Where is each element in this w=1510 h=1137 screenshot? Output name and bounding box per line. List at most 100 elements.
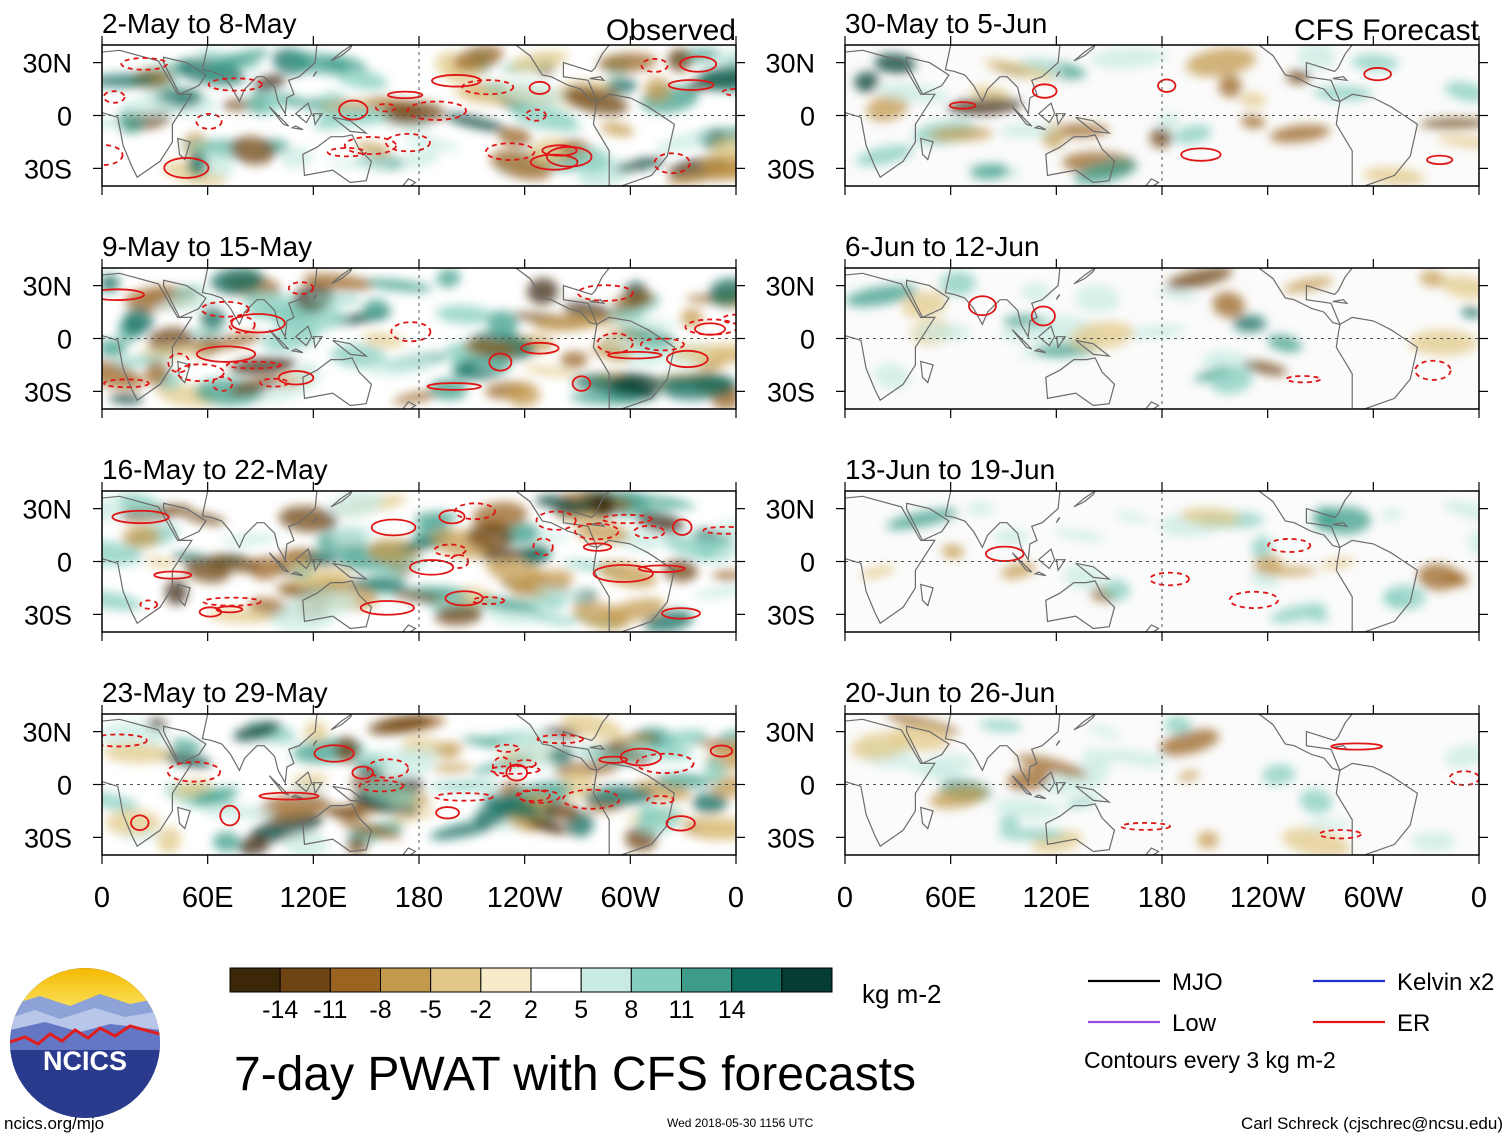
moist-anomaly <box>1102 579 1131 601</box>
map-panel: 30N 0 30S 9-May to 15-May <box>22 231 745 418</box>
er-contour <box>196 345 257 363</box>
er-contour <box>153 570 193 580</box>
dry-anomaly <box>1436 134 1479 149</box>
colorbar-swatch <box>580 967 632 993</box>
coastline <box>201 714 318 785</box>
contour-interval-note: Contours every 3 kg m-2 <box>1084 1047 1336 1073</box>
er-contour <box>1285 375 1322 384</box>
dry-anomaly <box>139 345 213 357</box>
anomaly-field <box>102 714 736 855</box>
moist-anomaly <box>1102 749 1169 768</box>
er-contour <box>640 337 685 352</box>
moist-anomaly <box>692 791 728 814</box>
er-contour <box>722 313 736 325</box>
dry-anomaly <box>1178 770 1200 782</box>
coastline <box>177 583 191 607</box>
coastline <box>290 348 304 354</box>
footer-url[interactable]: ncics.org/mjo <box>4 1114 104 1133</box>
colorbar-label: 11 <box>669 996 695 1024</box>
dry-anomaly <box>103 742 170 764</box>
moist-anomaly <box>284 831 329 855</box>
coastline <box>514 491 610 549</box>
coastline <box>102 718 193 848</box>
coastline <box>1335 762 1419 855</box>
moist-anomaly <box>102 274 120 293</box>
moist-anomaly <box>283 590 358 620</box>
coastline <box>1144 401 1160 409</box>
moist-anomaly <box>970 163 1010 180</box>
y-tick-label: 30S <box>767 823 815 853</box>
coastline <box>1144 178 1160 186</box>
coastline <box>201 268 318 339</box>
dry-anomaly <box>1243 360 1287 376</box>
dry-anomaly <box>434 604 484 626</box>
colorbar-label: -2 <box>470 996 492 1024</box>
coastline <box>312 336 324 349</box>
dry-anomaly <box>1419 118 1479 129</box>
coastline <box>1011 329 1033 350</box>
map-panel: 30N 0 30S 2-May to 8-May Observed <box>22 8 745 195</box>
er-contour <box>1414 359 1452 381</box>
er-contour <box>200 300 250 318</box>
coastline <box>845 272 936 402</box>
er-contour <box>667 79 715 91</box>
moist-anomaly <box>233 721 281 742</box>
er-contour <box>370 518 417 537</box>
er-contour <box>535 510 577 531</box>
moist-anomaly <box>210 268 265 295</box>
anomaly-field <box>850 714 1479 855</box>
er-contour <box>461 79 515 96</box>
dry-anomaly <box>472 501 528 530</box>
y-tick-label: 30S <box>24 377 72 407</box>
er-contour <box>258 791 320 801</box>
moist-anomaly <box>886 508 958 530</box>
coastline <box>332 562 369 580</box>
er-contour <box>646 795 675 805</box>
colorbar-label: 14 <box>718 996 746 1024</box>
y-tick-label: 0 <box>57 325 72 355</box>
dry-anomaly <box>388 809 439 824</box>
moist-anomaly <box>212 831 241 853</box>
coastline <box>845 495 936 625</box>
moist-anomaly <box>1126 324 1187 339</box>
dry-anomaly <box>122 525 161 548</box>
er-contour <box>561 788 621 810</box>
map-panel: 30N 0 30S 13-Jun to 19-Jun <box>765 454 1488 641</box>
dry-anomaly <box>712 570 736 581</box>
er-contour <box>426 382 482 391</box>
dry-anomaly <box>228 377 282 395</box>
dry-anomaly <box>463 340 516 357</box>
dry-anomaly <box>467 522 514 551</box>
y-tick-label: 30S <box>24 154 72 184</box>
moist-anomaly <box>102 117 127 130</box>
er-contour <box>1426 154 1454 165</box>
er-contour <box>387 90 424 100</box>
er-contour <box>600 513 653 525</box>
dry-anomaly <box>1419 270 1446 287</box>
dry-anomaly <box>432 763 472 773</box>
coastline <box>312 782 324 795</box>
dry-anomaly <box>1185 47 1256 77</box>
er-contour <box>536 734 584 745</box>
coastlines <box>102 714 676 855</box>
er-contour <box>665 815 696 832</box>
er-contour <box>489 765 541 775</box>
moist-anomaly <box>335 68 388 90</box>
dry-anomaly <box>391 591 443 603</box>
moist-anomaly <box>569 391 643 406</box>
y-tick-label: 30N <box>22 718 72 748</box>
moist-anomaly <box>361 278 433 292</box>
coastline <box>1257 268 1353 326</box>
dry-anomaly <box>1166 268 1233 290</box>
er-contour <box>505 763 528 782</box>
moist-anomaly <box>461 736 503 746</box>
coastline <box>845 718 936 848</box>
x-tick-label: 0 <box>94 882 110 914</box>
dry-anomaly <box>1446 571 1469 587</box>
coastline <box>1075 116 1112 134</box>
footer-timestamp: Wed 2018-05-30 1156 UTC <box>667 1116 814 1130</box>
moist-anomaly <box>1351 54 1399 71</box>
er-contour <box>574 522 620 541</box>
y-tick-label: 30N <box>765 495 815 525</box>
moist-anomaly <box>1074 284 1120 313</box>
